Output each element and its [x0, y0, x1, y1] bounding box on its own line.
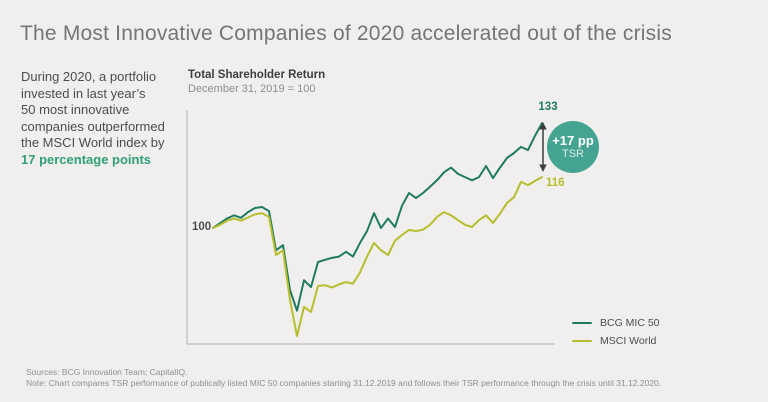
- series-msci-world: [212, 176, 543, 338]
- legend: BCG MIC 50 MSCI World: [572, 314, 660, 350]
- legend-swatch-bcg: [572, 321, 592, 325]
- key-message-line: the MSCI World index by: [21, 135, 165, 150]
- key-message-line: During 2020, a portfolio: [21, 69, 157, 84]
- key-message-line: companies outperformed: [21, 118, 165, 134]
- end-value-msci: 116: [546, 177, 565, 189]
- key-message-line: 50 most innovative: [21, 102, 130, 117]
- tsr-badge: +17 pp TSR: [547, 121, 599, 173]
- key-message-highlight: 17 percentage points: [21, 151, 152, 167]
- key-message: During 2020, a portfolio invested in las…: [21, 69, 191, 168]
- footnote: Sources: BCG Innovation Team; CapitalIQ.…: [26, 367, 661, 389]
- legend-label: BCG MIC 50: [600, 317, 660, 329]
- legend-label: MSCI World: [600, 335, 657, 347]
- end-value-bcg: 133: [538, 101, 558, 113]
- key-message-line: invested in last year’s: [21, 85, 146, 101]
- chart-subtitle: December 31, 2019 = 100: [188, 83, 316, 95]
- sources-line: Sources: BCG Innovation Team; CapitalIQ.: [26, 367, 188, 377]
- legend-item-msci: MSCI World: [572, 332, 660, 350]
- legend-item-bcg: BCG MIC 50: [572, 314, 660, 332]
- tsr-badge-value: +17 pp: [552, 133, 594, 148]
- baseline-value-label: 100: [192, 221, 212, 233]
- tsr-badge-unit: TSR: [562, 148, 584, 160]
- series-bcg-mic-50: [212, 122, 543, 312]
- note-line: Note: Chart compares TSR performance of …: [26, 378, 662, 388]
- chart-title: Total Shareholder Return: [188, 69, 326, 81]
- tsr-gap-arrow-icon: [539, 122, 547, 172]
- page-title: The Most Innovative Companies of 2020 ac…: [20, 22, 672, 45]
- legend-swatch-msci: [572, 339, 592, 343]
